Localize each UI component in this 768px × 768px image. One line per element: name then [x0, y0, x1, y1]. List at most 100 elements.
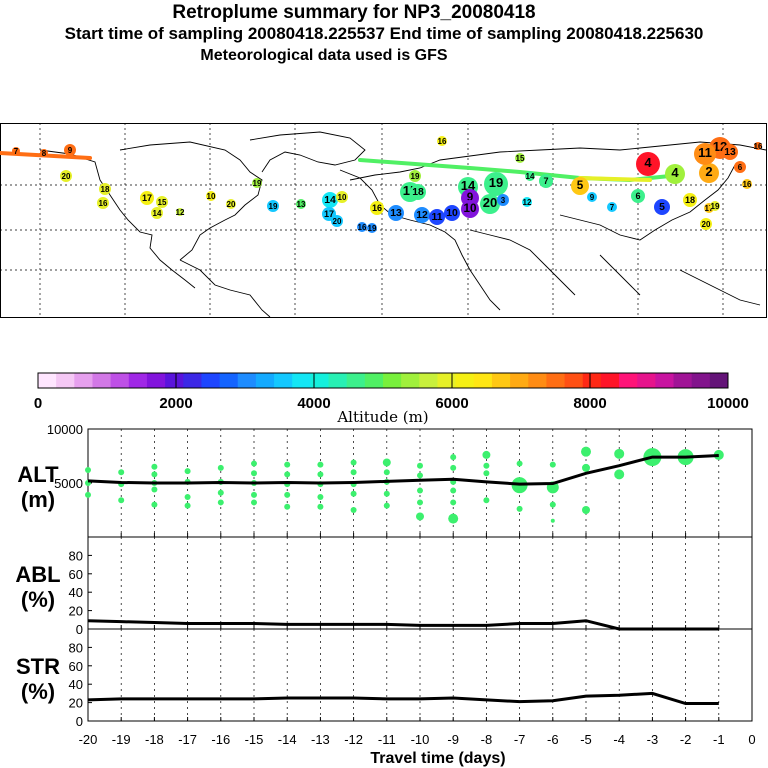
plume-day-label: 7 [543, 176, 548, 186]
plume-point: 18 [410, 184, 426, 200]
x-tick-label: -18 [145, 732, 164, 747]
x-tick-label: -20 [79, 732, 98, 747]
plume-marker [151, 207, 163, 219]
altitude-point [350, 469, 357, 476]
plume-day-label: 16 [372, 203, 382, 213]
plume-point: 16 [97, 197, 109, 209]
altitude-point [417, 472, 423, 479]
plume-point: 18 [99, 183, 111, 195]
colorbar-swatch [74, 373, 93, 388]
altitude-point [284, 491, 291, 498]
plume-point: 5 [571, 177, 589, 195]
plume-marker [60, 170, 72, 182]
y-tick-label: 40 [69, 585, 83, 600]
altitude-point [614, 448, 625, 459]
colorbar-swatch [564, 373, 584, 388]
plume-marker [665, 164, 685, 184]
plume-day-label: 11 [698, 145, 712, 160]
plume-point: 10 [444, 205, 460, 221]
plume-point: 4 [636, 152, 660, 176]
plume-point: 12 [176, 208, 185, 217]
plume-marker [296, 199, 306, 209]
y-axis-unit: (m) [21, 487, 55, 512]
altitude-point [350, 459, 357, 466]
plume-point: 10 [206, 191, 216, 201]
y-axis-label: ABL [15, 562, 60, 587]
plume-point: 13 [296, 199, 306, 209]
altitude-point [482, 450, 491, 459]
colorbar-swatch [455, 373, 475, 388]
colorbar-swatch [582, 373, 602, 388]
abl-series-line [87, 619, 719, 631]
met-data-line: Meteorological data used is GFS [200, 47, 448, 64]
coastlines [39, 131, 767, 318]
plume-day-label: 17 [705, 204, 714, 213]
altitude-point [251, 460, 257, 467]
y-tick-label: 80 [69, 548, 83, 563]
colorbar-swatch [310, 373, 330, 388]
plume-marker [710, 201, 720, 211]
plume-marker [522, 197, 532, 207]
colorbar-swatch [491, 373, 511, 388]
plume-point: 6 [631, 189, 645, 203]
altitude-point [549, 501, 556, 508]
plume-day-label: 16 [743, 180, 752, 189]
plume-marker [357, 222, 367, 232]
altitude-point [317, 494, 324, 501]
colorbar-swatch [364, 373, 384, 388]
altitude-point [550, 518, 555, 523]
plume-day-label: 5 [659, 202, 665, 213]
altitude-colorbar: 0 2000 4000 6000 8000 10000 Altitude (m) [34, 372, 749, 426]
plume-marker [99, 183, 111, 195]
plume-day-label: 13 [724, 147, 736, 158]
plume-marker [636, 152, 660, 176]
y-axis-unit: (%) [21, 587, 55, 612]
plume-point: 16 [754, 142, 763, 151]
plume-marker [156, 196, 168, 208]
plume-day-label: 16 [754, 142, 763, 151]
y-tick-label: 0 [76, 714, 83, 729]
x-tick-label: -11 [378, 732, 396, 747]
plume-marker [429, 209, 445, 225]
plume-marker [734, 161, 746, 173]
plume-point: 9 [587, 192, 597, 202]
plume-point: 19 [710, 201, 720, 211]
plume-marker [409, 170, 421, 182]
x-tick-label: -17 [178, 732, 197, 747]
plume-point: 5 [654, 199, 670, 215]
plume-marker [694, 143, 716, 165]
altitude-point [483, 470, 490, 477]
altitude-point [417, 499, 423, 506]
plume-marker [539, 174, 553, 188]
plume-day-label: 18 [101, 185, 110, 194]
plume-point: 14 [151, 207, 163, 219]
colorbar-swatch [546, 373, 566, 388]
plume-day-label: 12 [416, 210, 428, 221]
x-tick-label: -9 [447, 732, 459, 747]
y-tick-label: 10000 [47, 424, 83, 437]
plume-day-label: 12 [176, 208, 185, 217]
plume-point: 7 [12, 147, 20, 156]
plume-point: 11 [694, 143, 716, 165]
plume-marker [206, 191, 216, 201]
altitude-point [582, 506, 590, 514]
colorbar-swatch [510, 373, 529, 388]
altitude-point [184, 494, 191, 501]
plume-day-label: 17 [324, 209, 334, 219]
colorbar-swatch [619, 373, 638, 388]
altitude-point [317, 461, 324, 468]
plume-day-label: 6 [635, 191, 640, 201]
altitude-point [284, 503, 291, 510]
x-tick-label: -19 [112, 732, 131, 747]
map-graticule [0, 123, 767, 317]
colorbar-swatch [292, 373, 311, 388]
plume-marker [252, 178, 262, 188]
plume-day-label: 10 [446, 208, 458, 219]
plume-day-label: 4 [644, 155, 652, 170]
plume-marker [700, 218, 712, 230]
plume-day-label: 5 [577, 179, 584, 192]
plume-marker [414, 207, 430, 223]
plume-day-label: 4 [671, 165, 679, 180]
x-tick-label: -2 [680, 732, 692, 747]
